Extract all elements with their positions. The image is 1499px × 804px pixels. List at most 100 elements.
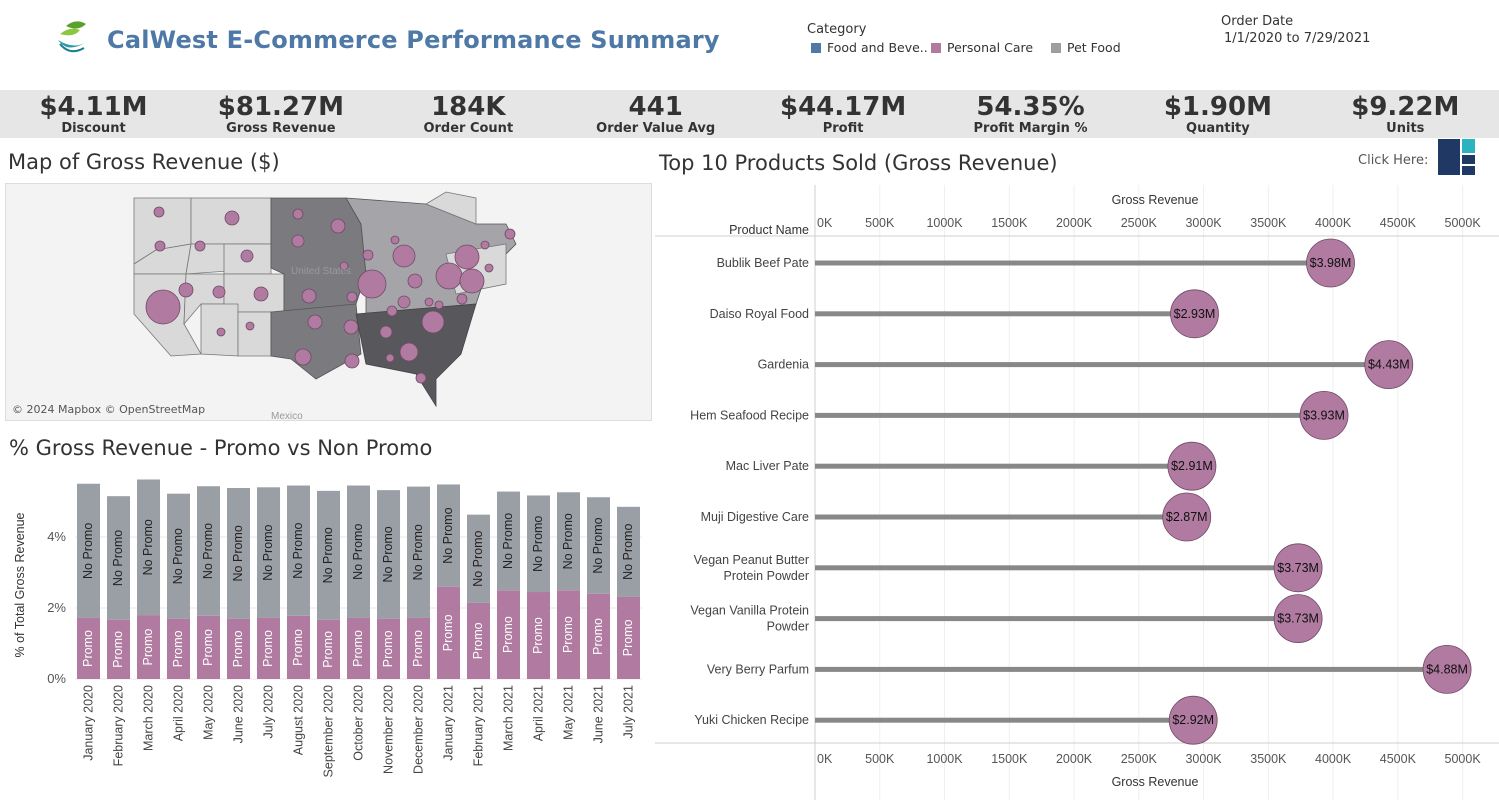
promo-bar	[77, 617, 100, 679]
leaf-logo-icon	[58, 21, 86, 53]
lollipop-dot	[1306, 238, 1355, 288]
x-axis-label-bottom: Gross Revenue	[1112, 775, 1199, 789]
promo-bar	[617, 596, 640, 679]
product-label: Mac Liver Pate	[726, 459, 809, 473]
lollipop-dot	[1273, 594, 1323, 644]
x-tick-label: May 2020	[202, 685, 216, 740]
promo-bar	[287, 615, 310, 679]
x-tick-label: January 2021	[442, 685, 456, 761]
x-tick-label: April 2020	[172, 685, 186, 741]
kpi-value: 184K	[431, 92, 506, 122]
no-promo-label: No Promo	[291, 522, 305, 578]
top10-chart[interactable]: 0K 0K 500K 500K 1000K 1000K 1500K 1500K 2000K 200…	[655, 180, 1499, 800]
treemap-icon[interactable]	[1438, 139, 1475, 175]
promo-label: Promo	[81, 630, 95, 667]
lollipop-dot	[1170, 289, 1219, 339]
x-tick-label-top: 5000K	[1445, 216, 1482, 230]
no-promo-label: No Promo	[411, 524, 425, 580]
no-promo-label: No Promo	[531, 516, 545, 572]
order-date-filter[interactable]: 1/1/2020 to 7/29/2021	[1224, 31, 1371, 46]
no-promo-bar	[347, 485, 370, 618]
kpi-value: 54.35%	[976, 92, 1085, 122]
no-promo-label: No Promo	[201, 523, 215, 579]
promo-label: Promo	[201, 629, 215, 666]
product-name-header: Product Name	[729, 223, 809, 237]
x-tick-label: January 2020	[82, 685, 96, 761]
product-label: Bublik Beef Pate	[717, 256, 809, 270]
no-promo-bar	[317, 490, 340, 620]
no-promo-bar	[137, 479, 160, 616]
promo-label: Promo	[141, 629, 155, 666]
no-promo-label: No Promo	[321, 527, 335, 583]
kpi-order-value-avg: 441 Order Value Avg	[562, 90, 749, 136]
no-promo-label: No Promo	[171, 528, 185, 584]
no-promo-bar	[197, 486, 220, 616]
kpi-profit: $44.17M Profit	[750, 90, 937, 136]
promo-label: Promo	[441, 614, 455, 651]
lollipop-bar	[815, 666, 1448, 672]
no-promo-bar	[167, 493, 190, 619]
promo-label: Promo	[351, 630, 365, 667]
lollipop-bar	[815, 616, 1299, 622]
no-promo-bar	[407, 486, 430, 618]
x-tick-label: May 2021	[562, 685, 576, 740]
legend-label: Pet Food	[1067, 40, 1121, 55]
promo-bar	[107, 619, 130, 679]
lollipop-bar	[815, 311, 1195, 317]
value-label: $3.98M	[1310, 256, 1352, 270]
kpi-label: Gross Revenue	[226, 121, 336, 136]
legend-item-pet-food[interactable]: Pet Food	[1051, 40, 1121, 55]
value-label: $2.92M	[1172, 713, 1214, 727]
promo-label: Promo	[321, 631, 335, 668]
x-tick-label-top: 0K	[817, 216, 833, 230]
revenue-map[interactable]: United States Mexico	[5, 183, 652, 421]
y-axis-label: % of Total Gross Revenue	[13, 512, 27, 657]
kpi-bar: $4.11M Discount $81.27M Gross Revenue 184K Or…	[0, 90, 1499, 138]
promo-bar	[227, 618, 250, 679]
lollipop-bar	[815, 565, 1299, 571]
value-label: $2.87M	[1166, 510, 1208, 524]
lollipop-dot	[1273, 543, 1323, 593]
x-tick-label-bottom: 4000K	[1315, 752, 1352, 766]
map-canvas: United States Mexico	[133, 191, 517, 420]
kpi-gross-revenue: $81.27M Gross Revenue	[187, 90, 374, 136]
no-promo-label: No Promo	[231, 525, 245, 581]
promo-label: Promo	[591, 618, 605, 655]
lollipop-dot	[1167, 441, 1217, 491]
lollipop-dot	[1299, 390, 1349, 440]
legend-item-food[interactable]: Food and Beve..	[811, 40, 928, 55]
no-promo-bar	[77, 483, 100, 618]
no-promo-label: No Promo	[351, 524, 365, 580]
lollipop-bar	[815, 463, 1192, 469]
map-mexico-label: Mexico	[271, 411, 303, 420]
kpi-label: Profit	[822, 121, 864, 136]
lollipop-bar	[815, 717, 1194, 723]
lollipop-dot	[1422, 644, 1472, 694]
no-promo-label: No Promo	[381, 526, 395, 582]
promo-bar	[437, 586, 460, 679]
x-tick-label-bottom: 3000K	[1185, 752, 1222, 766]
x-tick-label-top: 3500K	[1250, 216, 1287, 230]
x-tick-label: August 2020	[292, 685, 306, 755]
x-tick-label-top: 2500K	[1121, 216, 1158, 230]
no-promo-label: No Promo	[501, 513, 515, 569]
kpi-label: Discount	[61, 121, 126, 136]
x-tick-label-top: 3000K	[1185, 216, 1222, 230]
legend-item-personal-care[interactable]: Personal Care	[931, 40, 1033, 55]
product-label: Vegan Vanilla Protein	[690, 604, 809, 618]
promo-bar	[557, 590, 580, 679]
promo-chart[interactable]: 0% 2% 4% % of Total Gross Revenue Promo No Pr…	[0, 465, 650, 800]
x-tick-label-top: 500K	[865, 216, 895, 230]
x-tick-label-top: 2000K	[1056, 216, 1093, 230]
lollipop-bar	[815, 260, 1331, 266]
x-tick-label-bottom: 3500K	[1250, 752, 1287, 766]
value-label: $2.93M	[1174, 307, 1216, 321]
no-promo-label: No Promo	[621, 524, 635, 580]
x-tick-label-top: 1500K	[991, 216, 1028, 230]
no-promo-label: No Promo	[261, 524, 275, 580]
map-title: Map of Gross Revenue ($)	[8, 150, 280, 174]
kpi-label: Quantity	[1186, 121, 1250, 136]
value-label: $4.88M	[1426, 662, 1468, 676]
no-promo-label: No Promo	[111, 530, 125, 586]
kpi-units: $9.22M Units	[1312, 90, 1499, 136]
